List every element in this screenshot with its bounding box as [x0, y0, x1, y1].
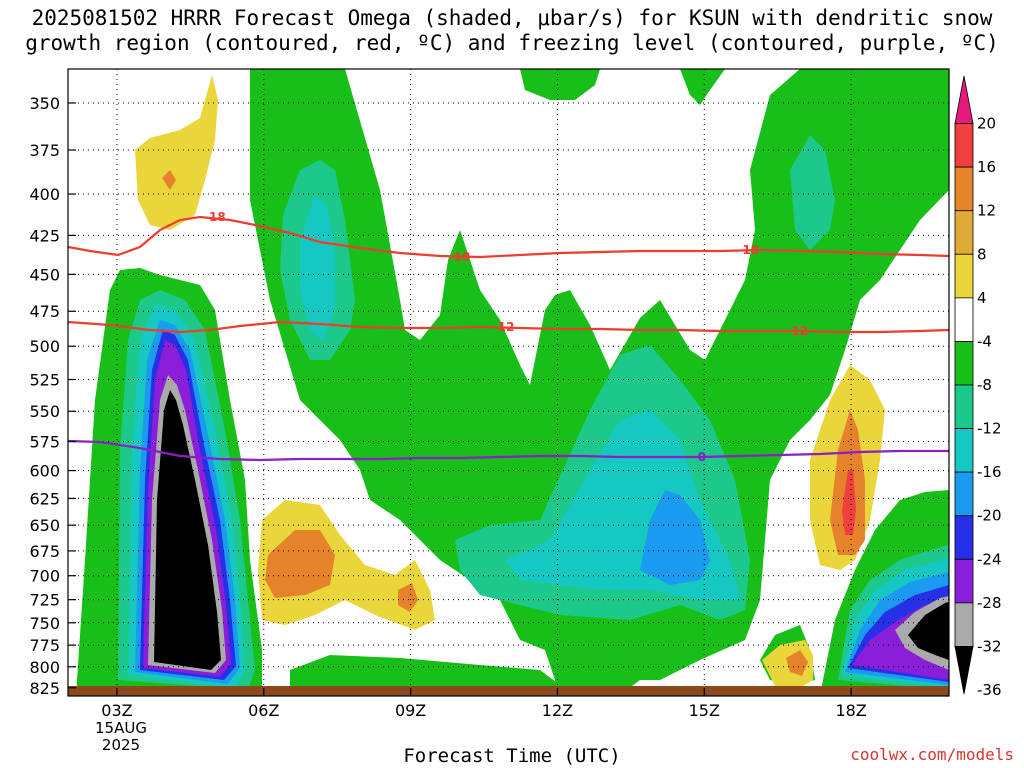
y-tick-label-775: 775 [29, 636, 60, 655]
omega-region-green-top-mid2 [680, 69, 725, 105]
omega-region-green-upper [250, 69, 949, 695]
y-tick-label-500: 500 [29, 337, 60, 356]
colorbar-swatch-10 [954, 515, 974, 560]
omega-region-cyan-upper [300, 195, 335, 340]
colorbar-swatch-8 [954, 428, 974, 473]
omega-region-orange-nw [162, 170, 176, 190]
colorbar-swatch-4 [954, 253, 974, 299]
colorbar-swatch-7 [954, 384, 974, 429]
x-tick-label-09Z: 09Z [395, 701, 426, 720]
omega-region-green-top-mid [520, 69, 600, 100]
chart-title: 2025081502 HRRR Forecast Omega (shaded, … [0, 6, 1024, 56]
colorbar-label--20: -20 [977, 507, 1002, 525]
temperature-contours [68, 215, 949, 462]
colorbar-swatch-6 [954, 341, 974, 386]
colorbar-swatch-9 [954, 471, 974, 517]
x-tick-label-12Z: 12Z [542, 701, 573, 720]
contour-label--12: -12 [786, 324, 808, 338]
omega-region-teal-ne [790, 135, 835, 250]
y-tick-label-750: 750 [29, 614, 60, 633]
plot-area: -18 -18 -18 -12 -12 0 [68, 69, 949, 696]
colorbar-label--16: -16 [977, 463, 1002, 481]
y-tick-label-625: 625 [29, 489, 60, 508]
colorbar: 20 16 12 8 4 -4 -8 -12 -16 -20 -24 -28 -32 -36 [954, 75, 1002, 699]
contour-label--12: -12 [493, 320, 515, 334]
colorbar-label--32: -32 [977, 637, 1002, 655]
x-axis-title: Forecast Time (UTC) [403, 745, 621, 767]
y-tick-label-650: 650 [29, 516, 60, 535]
colorbar-label-8: 8 [977, 245, 987, 263]
ground-surface [68, 686, 949, 696]
y-tick-label-800: 800 [29, 658, 60, 677]
omega-region-orange-small [398, 583, 418, 612]
y-tick-label-675: 675 [29, 542, 60, 561]
date-label-year: 2025 [101, 736, 141, 754]
y-tick-label-700: 700 [29, 567, 60, 586]
y-tick-label-375: 375 [29, 141, 60, 160]
x-tick-label-15Z: 15Z [689, 701, 720, 720]
colorbar-swatch-2 [954, 166, 974, 212]
contour-label--18: -18 [204, 210, 226, 224]
colorbar-swatch-12 [954, 602, 974, 647]
colorbar-swatch-13 [954, 646, 974, 695]
colorbar-swatch-1 [954, 123, 974, 168]
colorbar-swatch-5 [954, 297, 974, 342]
y-tick-label-450: 450 [29, 265, 60, 284]
chart-title-line2: growth region (contoured, red, ºC) and f… [25, 31, 999, 55]
colorbar-label-16: 16 [977, 158, 996, 176]
contour-labels: -18 -18 -18 -12 -12 0 [204, 210, 808, 464]
colorbar-label--28: -28 [977, 594, 1002, 612]
omega-region-yellow-nw [135, 75, 218, 230]
chart-title-line1: 2025081502 HRRR Forecast Omega (shaded, … [31, 6, 993, 30]
colorbar-label--12: -12 [977, 420, 1002, 438]
contour-label-0: 0 [698, 450, 706, 464]
y-tick-label-425: 425 [29, 226, 60, 245]
omega-region-orange-mid [265, 530, 335, 598]
contour-freezing-level [68, 439, 949, 462]
colorbar-swatch-11 [954, 558, 974, 604]
colorbar-label--8: -8 [977, 376, 992, 394]
y-tick-label-575: 575 [29, 433, 60, 452]
colorbar-label--24: -24 [977, 550, 1002, 568]
x-axis: 03Z 06Z 09Z 12Z 15Z 18Z [101, 688, 867, 720]
omega-region-red-east [842, 470, 856, 535]
colorbar-label--36: -36 [977, 681, 1002, 699]
y-tick-label-475: 475 [29, 302, 60, 321]
watermark-link[interactable]: coolwx.com/models [850, 745, 1014, 764]
x-tick-label-18Z: 18Z [835, 701, 866, 720]
omega-region-orange-se [786, 650, 808, 676]
y-tick-label-725: 725 [29, 591, 60, 610]
contour-label--18: -18 [737, 243, 759, 257]
colorbar-swatch-3 [954, 210, 974, 255]
y-tick-label-550: 550 [29, 402, 60, 421]
colorbar-label-20: 20 [977, 115, 996, 133]
omega-region-blue-mid [640, 490, 710, 585]
colorbar-label--4: -4 [977, 332, 992, 350]
y-tick-label-400: 400 [29, 185, 60, 204]
y-tick-label-525: 525 [29, 371, 60, 390]
plot-frame [67, 68, 950, 697]
date-label-day: 15AUG [95, 719, 147, 737]
omega-shading [76, 69, 949, 695]
contour-minus18 [68, 215, 949, 259]
colorbar-swatch-0 [954, 75, 974, 124]
omega-region-black-west [154, 390, 221, 670]
colorbar-label-12: 12 [977, 202, 996, 220]
x-tick-label-03Z: 03Z [101, 701, 132, 720]
grid-lines [68, 69, 949, 696]
y-tick-label-600: 600 [29, 462, 60, 481]
omega-region-green-bottom [290, 655, 560, 695]
x-tick-label-06Z: 06Z [248, 701, 279, 720]
y-tick-label-350: 350 [29, 94, 60, 113]
y-tick-label-825: 825 [29, 679, 60, 698]
date-label: 15AUG 2025 [86, 720, 156, 754]
colorbar-label-4: 4 [977, 289, 987, 307]
contour-label--18: -18 [449, 250, 471, 264]
y-axis: 350 375 400 425 450 475 500 525 550 575 600 625 650 6… [29, 94, 76, 698]
contour-minus12 [68, 320, 949, 334]
